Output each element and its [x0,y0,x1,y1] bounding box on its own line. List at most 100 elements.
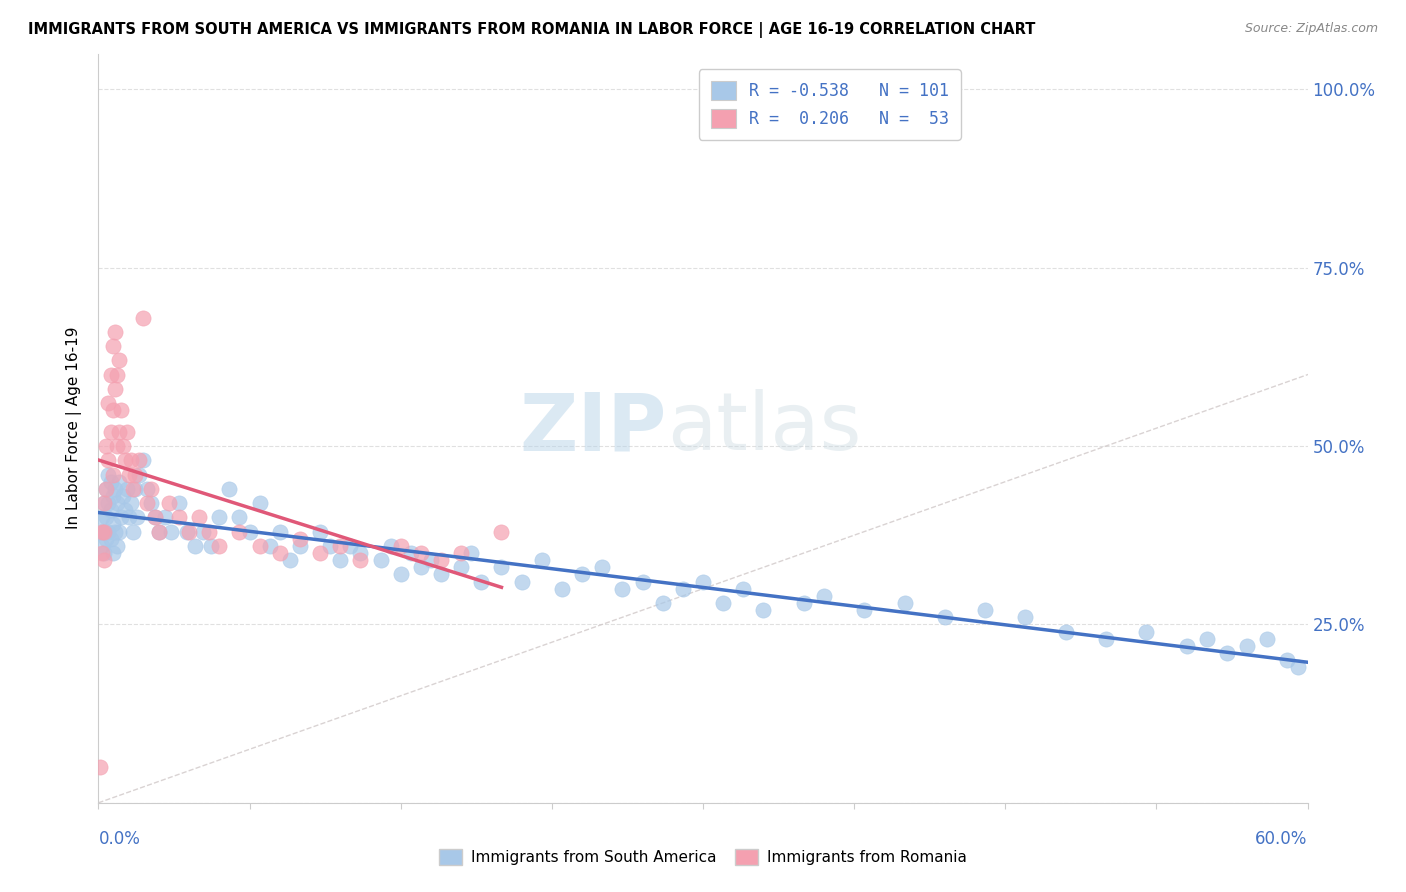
Text: 60.0%: 60.0% [1256,830,1308,848]
Point [93,524,115,539]
Point [100,475,122,489]
Point [107,353,129,368]
Point [128,453,150,467]
Point [125,510,148,524]
Point [124,482,146,496]
Point [491,524,513,539]
Point [974,603,997,617]
Text: ZIP: ZIP [519,389,666,467]
Point [1286,660,1309,674]
Point [143,510,166,524]
Point [100,425,122,439]
Point [148,524,170,539]
Point [97,467,120,482]
Point [339,539,361,553]
Point [100,503,122,517]
Point [118,467,141,482]
Point [1216,646,1239,660]
Point [259,539,281,553]
Text: Source: ZipAtlas.com: Source: ZipAtlas.com [1244,22,1378,36]
Point [853,603,876,617]
Point [115,425,138,439]
Point [551,582,574,596]
Point [399,546,422,560]
Point [101,403,124,417]
Point [269,546,291,560]
Point [631,574,654,589]
Point [430,553,453,567]
Point [1277,653,1299,667]
Point [269,524,291,539]
Point [288,532,311,546]
Point [409,546,432,560]
Text: 0.0%: 0.0% [98,830,141,848]
Point [160,524,183,539]
Point [1256,632,1278,646]
Point [184,539,207,553]
Point [1195,632,1218,646]
Point [450,560,472,574]
Point [692,574,714,589]
Point [96,510,118,524]
Point [672,582,695,596]
Point [208,539,231,553]
Text: IMMIGRANTS FROM SOUTH AMERICA VS IMMIGRANTS FROM ROMANIA IN LABOR FORCE | AGE 16: IMMIGRANTS FROM SOUTH AMERICA VS IMMIGRA… [28,22,1035,38]
Point [96,439,118,453]
Point [752,603,775,617]
Point [103,482,125,496]
Point [148,524,170,539]
Point [115,482,138,496]
Point [793,596,815,610]
Point [1236,639,1258,653]
Point [228,510,250,524]
Y-axis label: In Labor Force | Age 16-19: In Labor Force | Age 16-19 [66,326,83,530]
Point [200,539,222,553]
Point [612,582,634,596]
Point [93,496,115,510]
Point [105,439,128,453]
Point [470,574,492,589]
Point [89,760,111,774]
Legend: R = -0.538   N = 101, R =  0.206   N =  53: R = -0.538 N = 101, R = 0.206 N = 53 [699,70,960,139]
Point [1135,624,1157,639]
Point [651,596,673,610]
Point [813,589,835,603]
Point [349,546,371,560]
Point [110,403,132,417]
Point [167,510,190,524]
Point [711,596,734,610]
Point [121,482,143,496]
Point [128,467,150,482]
Point [329,539,352,553]
Point [101,467,124,482]
Point [193,524,215,539]
Point [288,539,311,553]
Point [111,489,134,503]
Point [101,517,124,532]
Point [530,553,553,567]
Point [309,524,332,539]
Point [1095,632,1118,646]
Point [91,510,114,524]
Point [139,496,162,510]
Point [105,539,128,553]
Point [329,553,352,567]
Point [101,546,124,560]
Point [132,453,155,467]
Legend: Immigrants from South America, Immigrants from Romania: Immigrants from South America, Immigrant… [433,843,973,871]
Point [571,567,593,582]
Point [370,553,392,567]
Point [249,496,271,510]
Point [132,310,155,325]
Point [103,524,125,539]
Point [110,510,132,524]
Point [91,546,114,560]
Point [120,496,142,510]
Point [249,539,271,553]
Point [121,524,143,539]
Point [101,339,124,353]
Point [103,325,125,339]
Point [167,496,190,510]
Point [105,496,128,510]
Text: atlas: atlas [666,389,860,467]
